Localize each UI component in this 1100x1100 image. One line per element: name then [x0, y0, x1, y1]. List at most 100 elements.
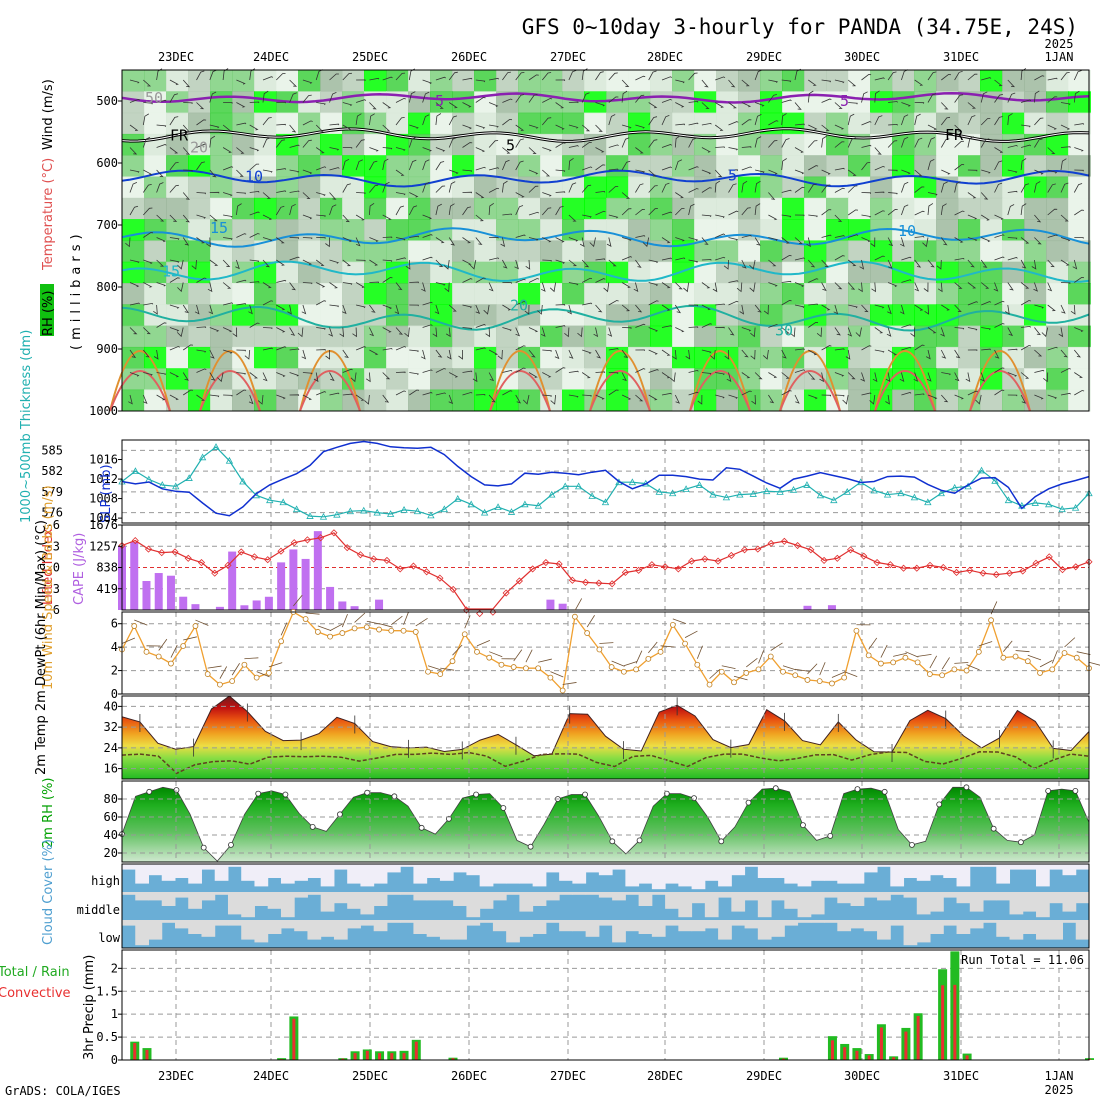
wind-barb [635, 94, 645, 103]
cloud-high-bar [837, 864, 852, 884]
rh-patch [892, 112, 915, 135]
rh-point [881, 788, 888, 795]
rh-patch [188, 240, 211, 263]
cloud-middle-bar [665, 892, 679, 909]
warm-contour [489, 350, 551, 412]
wind-barb [448, 304, 457, 312]
rh-patch [364, 133, 387, 156]
rh-patch [936, 240, 959, 263]
wind-barb [728, 300, 739, 306]
wind-barb [276, 123, 286, 126]
cape-bar [228, 551, 237, 610]
wind-barb [156, 394, 166, 401]
rh-point [745, 799, 752, 806]
wind-barb [422, 234, 433, 238]
rh-patch [650, 325, 673, 348]
wind-barb [715, 214, 725, 219]
wind-barb [635, 259, 642, 268]
wind-barb [249, 163, 260, 171]
wind-barb [763, 304, 769, 315]
thickness-point [239, 477, 247, 485]
cloud-middle-bar [241, 892, 255, 918]
rh-patch [166, 155, 189, 178]
wind-barb [489, 124, 499, 128]
slp-tick-label: 1004 [89, 511, 118, 525]
wind-barb-10m [844, 671, 858, 678]
wind-barb [581, 124, 591, 132]
cloud-high-bar [1062, 864, 1077, 876]
rh-patch [474, 176, 497, 199]
rh-point [500, 805, 507, 811]
wind-barb [515, 367, 526, 373]
wind-barb-10m [635, 650, 643, 664]
rh-tick-label: 60 [104, 810, 118, 824]
year-bottom: 2025 [1045, 1083, 1074, 1097]
wind-point [584, 630, 591, 636]
wind-barb [315, 124, 324, 132]
rh-patch [738, 176, 761, 199]
wind-barb [236, 303, 247, 306]
wind-point [608, 664, 615, 670]
rh-patch [276, 325, 299, 348]
rh-patch [980, 304, 1003, 327]
wind-barb [248, 304, 253, 315]
wind-barb [395, 169, 405, 176]
rh-patch [606, 70, 629, 92]
rh-patch [980, 197, 1003, 220]
wind-barb [701, 323, 712, 328]
wind-barb [262, 214, 273, 220]
wind-barb [209, 327, 220, 332]
cape-bar [264, 596, 273, 610]
wind-barb [156, 237, 166, 243]
wind-barb [1074, 169, 1084, 172]
wind-barb [715, 303, 725, 306]
wind-barb [488, 372, 495, 382]
wind-barb [236, 279, 247, 283]
wind-barb [382, 147, 393, 150]
wind-barb [595, 210, 606, 216]
wind-barb [541, 282, 546, 292]
cloud-high-bar [744, 864, 759, 867]
wind-barb [661, 166, 673, 171]
wind-barb [549, 282, 556, 293]
cloud-low-bar [903, 920, 918, 946]
lifted-point [635, 566, 643, 574]
wind-barb-10m [696, 645, 703, 659]
wind-barb [342, 349, 349, 359]
rh-patch [408, 304, 431, 327]
wind-barb [125, 237, 131, 248]
rh-patch [188, 304, 211, 327]
wind-barb [728, 79, 736, 88]
rh-patch [320, 70, 343, 92]
wind-barb [289, 190, 300, 193]
rh-patch [364, 325, 387, 348]
rh-patch [364, 197, 387, 220]
wind-barb [143, 79, 152, 87]
rh-patch [914, 197, 937, 220]
wind-barb [316, 237, 326, 239]
wind-barb [621, 124, 632, 129]
cloud-low-bar [771, 920, 785, 937]
cloud-middle-bar [413, 892, 428, 901]
cloud-high-bar [598, 864, 613, 876]
wind-point [939, 672, 946, 679]
thickness-point [386, 510, 395, 517]
rh-patch [650, 70, 673, 92]
wind-barb [847, 169, 857, 176]
wind-barb [661, 257, 672, 261]
rh-patch [496, 133, 519, 156]
wind-barb [222, 259, 231, 267]
cloud-middle-bar [360, 892, 375, 915]
wind-barb [848, 102, 858, 105]
rh-patch [276, 155, 299, 178]
rh-patch [342, 197, 365, 220]
wind-barb [941, 372, 951, 376]
thickness-point [172, 482, 180, 490]
rh-patch [496, 155, 519, 178]
wind-point [951, 666, 958, 673]
temperature-label: Temperature (°C) [41, 158, 56, 271]
wind-barb [621, 137, 630, 148]
wind-barb [728, 183, 737, 193]
cloud-high-bar [1009, 864, 1024, 870]
wind-barb [462, 391, 473, 396]
